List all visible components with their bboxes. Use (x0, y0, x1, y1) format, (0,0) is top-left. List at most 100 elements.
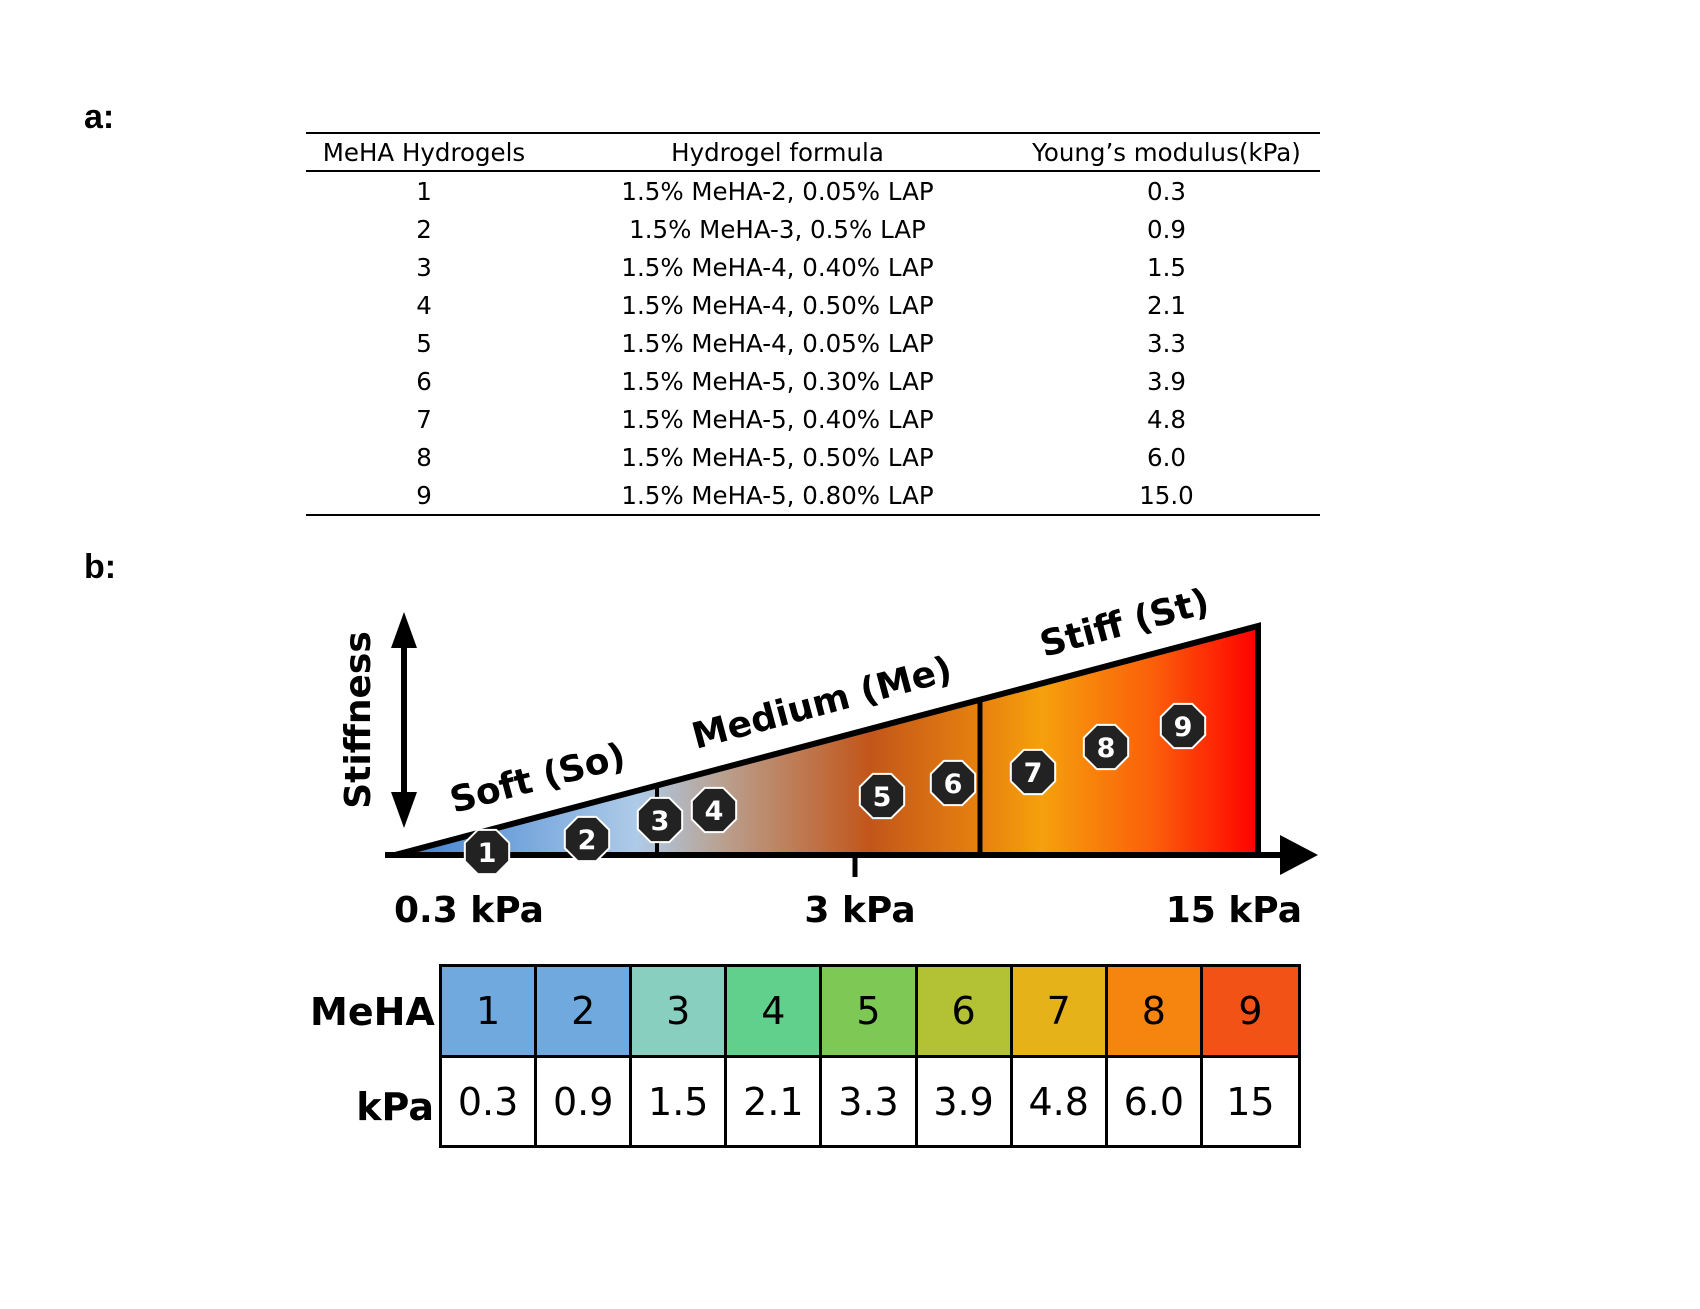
legend-kpa-cell: 2.1 (727, 1058, 823, 1145)
cell-hydrogel-id: 5 (416, 328, 432, 358)
cell-hydrogel-formula: 1.5% MeHA-3, 0.5% LAP (629, 214, 926, 244)
cell-youngs-modulus: 2.1 (1147, 290, 1186, 320)
legend-kpa-cell: 0.3 (442, 1058, 538, 1145)
axis-tick-label-mid: 3 kPa (804, 890, 915, 931)
stiffness-arrow-up-icon (391, 612, 417, 648)
cell-hydrogel-id: 7 (416, 404, 432, 434)
panel-label-a: a: (84, 98, 115, 136)
marker-label: 6 (944, 769, 963, 800)
legend-kpa-cell: 6.0 (1108, 1058, 1203, 1145)
cell-youngs-modulus: 1.5 (1147, 252, 1186, 282)
cell-youngs-modulus: 0.9 (1147, 214, 1186, 244)
cell-youngs-modulus: 4.8 (1147, 404, 1186, 434)
hydrogel-marker-5: 5 (858, 772, 906, 820)
legend-kpa-cell: 3.9 (918, 1058, 1013, 1145)
marker-label: 8 (1097, 733, 1116, 764)
x-axis-arrowhead (1280, 835, 1318, 875)
hydrogel-marker-8: 8 (1082, 723, 1130, 771)
cell-hydrogel-id: 4 (416, 290, 432, 320)
axis-tick-label-max: 15 kPa (1166, 890, 1302, 931)
hydrogel-marker-6: 6 (929, 759, 977, 807)
axis-tick-label-min: 0.3 kPa (394, 890, 544, 931)
legend-kpa-cell: 15 (1226, 1079, 1275, 1124)
octagon-icon (690, 786, 738, 834)
stiffness-wedge (394, 622, 1261, 858)
hydrogel-marker-7: 7 (1009, 748, 1057, 796)
cell-hydrogel-id: 8 (416, 442, 432, 472)
table-body: 1 1.5% MeHA-2, 0.05% LAP 0.3 2 1.5% MeHA-3, … (306, 171, 1320, 516)
table-row: 1 1.5% MeHA-2, 0.05% LAP 0.3 (306, 171, 1320, 210)
octagon-icon (463, 828, 511, 876)
marker-label: 1 (478, 838, 497, 869)
zone-label-soft: Soft (So) (446, 736, 630, 822)
hydrogel-marker-1: 1 (463, 828, 511, 876)
cell-youngs-modulus: 0.3 (1147, 176, 1186, 206)
marker-label: 3 (651, 806, 670, 837)
table-row: 2 1.5% MeHA-3, 0.5% LAP 0.9 (306, 210, 1320, 248)
legend-meha-cell: 7 (1012, 967, 1108, 1058)
cell-youngs-modulus: 6.0 (1147, 442, 1186, 472)
hydrogel-marker-3: 3 (636, 796, 684, 844)
legend-meha-cell: 1 (442, 967, 538, 1058)
hydrogel-marker-2: 2 (563, 815, 611, 863)
legend-meha-cell: 4 (727, 967, 823, 1058)
marker-label: 9 (1174, 712, 1193, 743)
cell-hydrogel-formula: 1.5% MeHA-5, 0.80% LAP (542, 476, 1013, 516)
octagon-icon (636, 796, 684, 844)
legend-kpa-cell: 1.5 (632, 1058, 728, 1145)
hydrogel-marker-4: 4 (690, 786, 738, 834)
legend-meha-cell: 3 (632, 967, 728, 1058)
cell-hydrogel-id: 3 (416, 252, 432, 282)
legend-meha-cell: 9 (1202, 967, 1298, 1058)
cell-youngs-modulus: 3.9 (1147, 366, 1186, 396)
zone-label-stiff: Stiff (St) (1036, 581, 1214, 665)
cell-hydrogel-formula: 1.5% MeHA-2, 0.05% LAP (621, 176, 934, 206)
cell-youngs-modulus: 15.0 (1013, 476, 1320, 516)
legend-grid: 1 2 3 4 5 6 7 8 9 0.3 0.9 1.5 2.1 3.3 3.… (439, 964, 1301, 1148)
legend-meha-cell: 8 (1107, 967, 1203, 1058)
cell-hydrogel-id: 9 (306, 476, 542, 516)
table-header-row: MeHA Hydrogels Hydrogel formula Young’s … (306, 132, 1320, 172)
table-row: 9 1.5% MeHA-5, 0.80% LAP 15.0 (306, 476, 1320, 516)
hydrogel-table: MeHA Hydrogels Hydrogel formula Young’s … (306, 132, 1320, 516)
cell-hydrogel-id: 6 (416, 366, 432, 396)
stiffness-arrow-down-icon (391, 792, 417, 828)
table-row: 3 1.5% MeHA-4, 0.40% LAP 1.5 (306, 248, 1320, 286)
hydrogel-markers: 1 2 3 4 5 6 7 8 (463, 702, 1207, 876)
cell-hydrogel-formula: 1.5% MeHA-5, 0.50% LAP (621, 442, 934, 472)
octagon-icon (858, 772, 906, 820)
octagon-icon (563, 815, 611, 863)
marker-label: 5 (873, 782, 892, 813)
legend-kpa-cell: 4.8 (1013, 1058, 1108, 1145)
legend-row-label-kpa: kPa (356, 1085, 434, 1129)
cell-hydrogel-id: 1 (416, 176, 432, 206)
table-row: 8 1.5% MeHA-5, 0.50% LAP 6.0 (306, 438, 1320, 476)
panel-label-b: b: (84, 548, 117, 586)
marker-label: 7 (1024, 758, 1043, 789)
cell-hydrogel-formula: 1.5% MeHA-4, 0.40% LAP (621, 252, 934, 282)
legend-kpa-cell: 3.3 (822, 1058, 918, 1145)
table-row: 5 1.5% MeHA-4, 0.05% LAP 3.3 (306, 324, 1320, 362)
header-youngs-modulus: Young’s modulus(kPa) (1013, 132, 1320, 172)
cell-youngs-modulus: 3.3 (1147, 328, 1186, 358)
cell-hydrogel-formula: 1.5% MeHA-4, 0.50% LAP (621, 290, 934, 320)
header-hydrogel-formula: Hydrogel formula (542, 132, 1013, 172)
marker-label: 2 (578, 825, 597, 856)
table-row: 4 1.5% MeHA-4, 0.50% LAP 2.1 (306, 286, 1320, 324)
hydrogel-marker-9: 9 (1159, 702, 1207, 750)
cell-hydrogel-formula: 1.5% MeHA-4, 0.05% LAP (621, 328, 934, 358)
table-row: 7 1.5% MeHA-5, 0.40% LAP 4.8 (306, 400, 1320, 438)
zone-label-medium: Medium (Me) (688, 649, 957, 758)
cell-hydrogel-formula: 1.5% MeHA-5, 0.30% LAP (621, 366, 934, 396)
legend-meha-cell: 2 (537, 967, 633, 1058)
header-meha-hydrogels: MeHA Hydrogels (306, 132, 542, 172)
octagon-icon (929, 759, 977, 807)
y-axis-label: Stiffness (338, 631, 379, 809)
table-row: 6 1.5% MeHA-5, 0.30% LAP 3.9 (306, 362, 1320, 400)
octagon-icon (1159, 702, 1207, 750)
legend-meha-cell: 6 (917, 967, 1013, 1058)
legend-meha-cell: 5 (822, 967, 918, 1058)
legend-row-label-meha: MeHA (310, 990, 435, 1034)
octagon-icon (1009, 748, 1057, 796)
legend-kpa-cell: 0.9 (537, 1058, 633, 1145)
